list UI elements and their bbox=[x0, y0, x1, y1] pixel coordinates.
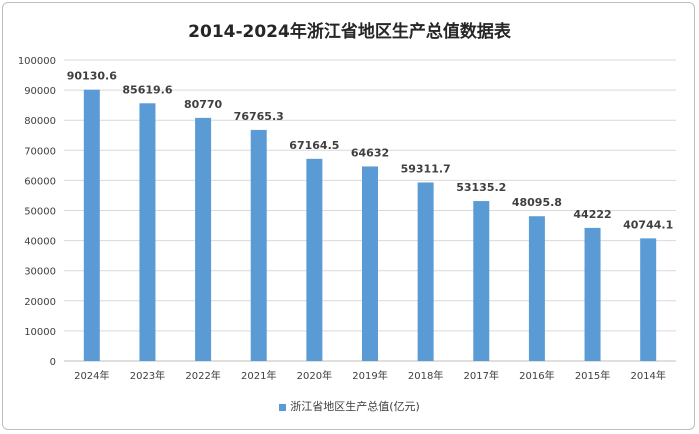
y-tick-label: 10000 bbox=[24, 327, 56, 338]
data-label: 80770 bbox=[184, 98, 223, 111]
x-tick-label: 2019年 bbox=[352, 369, 387, 382]
data-label: 48095.8 bbox=[512, 196, 562, 209]
chart-frame bbox=[2, 2, 695, 430]
data-label: 40744.1 bbox=[623, 218, 673, 231]
bar bbox=[362, 166, 378, 361]
bar bbox=[306, 158, 323, 361]
y-tick-label: 80000 bbox=[24, 116, 56, 127]
y-tick-label: 0 bbox=[50, 357, 56, 368]
x-tick-label: 2020年 bbox=[297, 369, 332, 382]
bar bbox=[250, 129, 267, 361]
data-label: 44222 bbox=[573, 208, 611, 221]
bar bbox=[528, 216, 545, 361]
y-tick-label: 40000 bbox=[24, 237, 56, 248]
bar bbox=[195, 117, 212, 362]
bar bbox=[83, 89, 100, 361]
data-label: 67164.5 bbox=[289, 139, 339, 152]
bar bbox=[139, 103, 156, 361]
y-tick-label: 90000 bbox=[24, 86, 56, 97]
data-label: 59311.7 bbox=[401, 162, 451, 175]
x-tick-label: 2014年 bbox=[630, 369, 665, 382]
x-tick-label: 2024年 bbox=[74, 369, 109, 382]
x-tick-label: 2015年 bbox=[575, 369, 610, 382]
data-label: 90130.6 bbox=[67, 70, 117, 83]
x-tick-label: 2022年 bbox=[185, 369, 220, 382]
y-tick-label: 100000 bbox=[18, 56, 56, 67]
bar bbox=[417, 182, 434, 361]
y-tick-label: 20000 bbox=[24, 297, 56, 308]
data-label: 76765.3 bbox=[234, 110, 284, 123]
x-tick-label: 2016年 bbox=[519, 369, 554, 382]
x-tick-label: 2023年 bbox=[130, 369, 165, 382]
x-tick-label: 2018年 bbox=[408, 369, 443, 382]
bar bbox=[473, 201, 490, 361]
data-label: 85619.6 bbox=[122, 83, 172, 96]
x-tick-label: 2021年 bbox=[241, 369, 276, 382]
legend-label: 浙江省地区生产总值(亿元) bbox=[290, 400, 420, 413]
y-tick-label: 70000 bbox=[24, 146, 56, 157]
y-tick-label: 30000 bbox=[24, 267, 56, 278]
legend: 浙江省地区生产总值(亿元) bbox=[0, 398, 699, 414]
data-label: 53135.2 bbox=[456, 181, 506, 194]
legend-swatch bbox=[279, 403, 287, 411]
data-label: 64632 bbox=[351, 146, 389, 159]
y-tick-label: 50000 bbox=[24, 207, 56, 218]
y-tick-label: 60000 bbox=[24, 176, 56, 187]
chart-title: 2014-2024年浙江省地区生产总值数据表 bbox=[188, 22, 511, 42]
bar bbox=[640, 238, 657, 361]
bar bbox=[584, 227, 601, 361]
x-tick-label: 2017年 bbox=[464, 369, 499, 382]
